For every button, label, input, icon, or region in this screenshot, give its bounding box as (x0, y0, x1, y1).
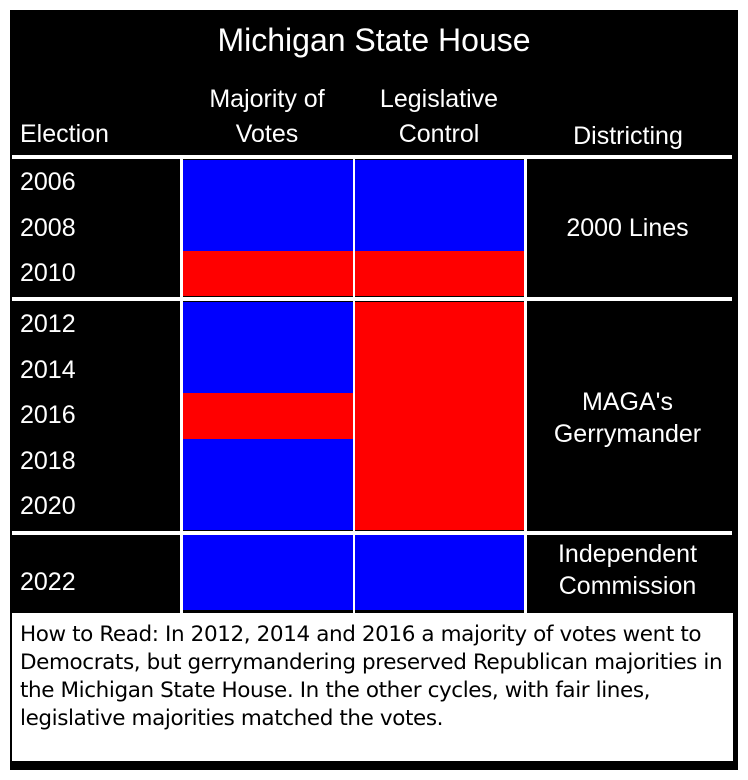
districting-label-1: 2000 Lines (527, 212, 728, 244)
districting-label-2-line-1: MAGA's (582, 388, 673, 416)
year-label-2022: 2022 (20, 568, 76, 596)
control-cell-2012 (354, 302, 524, 348)
header-votes: Majority of Votes (183, 82, 351, 152)
header-votes-line-2: Votes (235, 120, 299, 148)
header-votes-line-1: Majority of (209, 85, 325, 113)
districting-label-2: MAGA's Gerrymander (527, 386, 728, 450)
votes-control-rule (353, 155, 355, 613)
year-label-2012: 2012 (20, 310, 76, 338)
year-label-2020: 2020 (20, 492, 76, 521)
header-districting: Districting (573, 122, 683, 150)
year-label-2010: 2010 (20, 259, 76, 288)
votes-cell-2016 (183, 393, 354, 439)
control-cell-2006 (354, 160, 524, 206)
header-election: Election (20, 120, 109, 148)
votes-cell-2010 (183, 251, 354, 296)
votes-cell-2008 (183, 205, 354, 252)
votes-cell-2020 (183, 484, 354, 530)
control-cell-2016 (354, 393, 524, 439)
control-cell-2014 (354, 347, 524, 394)
how-to-read-note: How to Read: In 2012, 2014 and 2016 a ma… (12, 613, 733, 761)
year-label-2016: 2016 (20, 401, 76, 430)
group-rule-1 (12, 297, 732, 301)
header-control: Legislative Control (354, 82, 524, 152)
districting-label-2-line-2: Gerrymander (553, 420, 702, 448)
votes-cell-2006 (183, 160, 354, 206)
control-cell-2022 (354, 535, 524, 610)
header-rule (12, 155, 732, 159)
header-control-line-1: Legislative (379, 85, 499, 113)
year-label-2006: 2006 (20, 168, 76, 196)
chart-title: Michigan State House (217, 22, 531, 58)
control-right-rule (524, 155, 527, 613)
districting-label-3-line-1: Independent (557, 540, 698, 568)
header-control-line-2: Control (398, 120, 480, 148)
control-cell-2008 (354, 205, 524, 252)
votes-left-rule (180, 155, 183, 613)
votes-cell-2022 (183, 535, 354, 610)
districting-label-3: Independent Commission (527, 538, 728, 602)
votes-cell-2018 (183, 438, 354, 485)
votes-cell-2014 (183, 347, 354, 394)
year-label-2008: 2008 (20, 213, 76, 242)
year-label-2018: 2018 (20, 446, 76, 475)
control-cell-2018 (354, 438, 524, 485)
control-cell-2020 (354, 484, 524, 530)
districting-label-3-line-2: Commission (558, 572, 697, 600)
control-cell-2010 (354, 251, 524, 296)
year-label-2014: 2014 (20, 355, 76, 384)
districting-label-1-line-1: 2000 Lines (566, 214, 689, 242)
votes-cell-2012 (183, 302, 354, 348)
group-rule-2 (12, 531, 732, 535)
